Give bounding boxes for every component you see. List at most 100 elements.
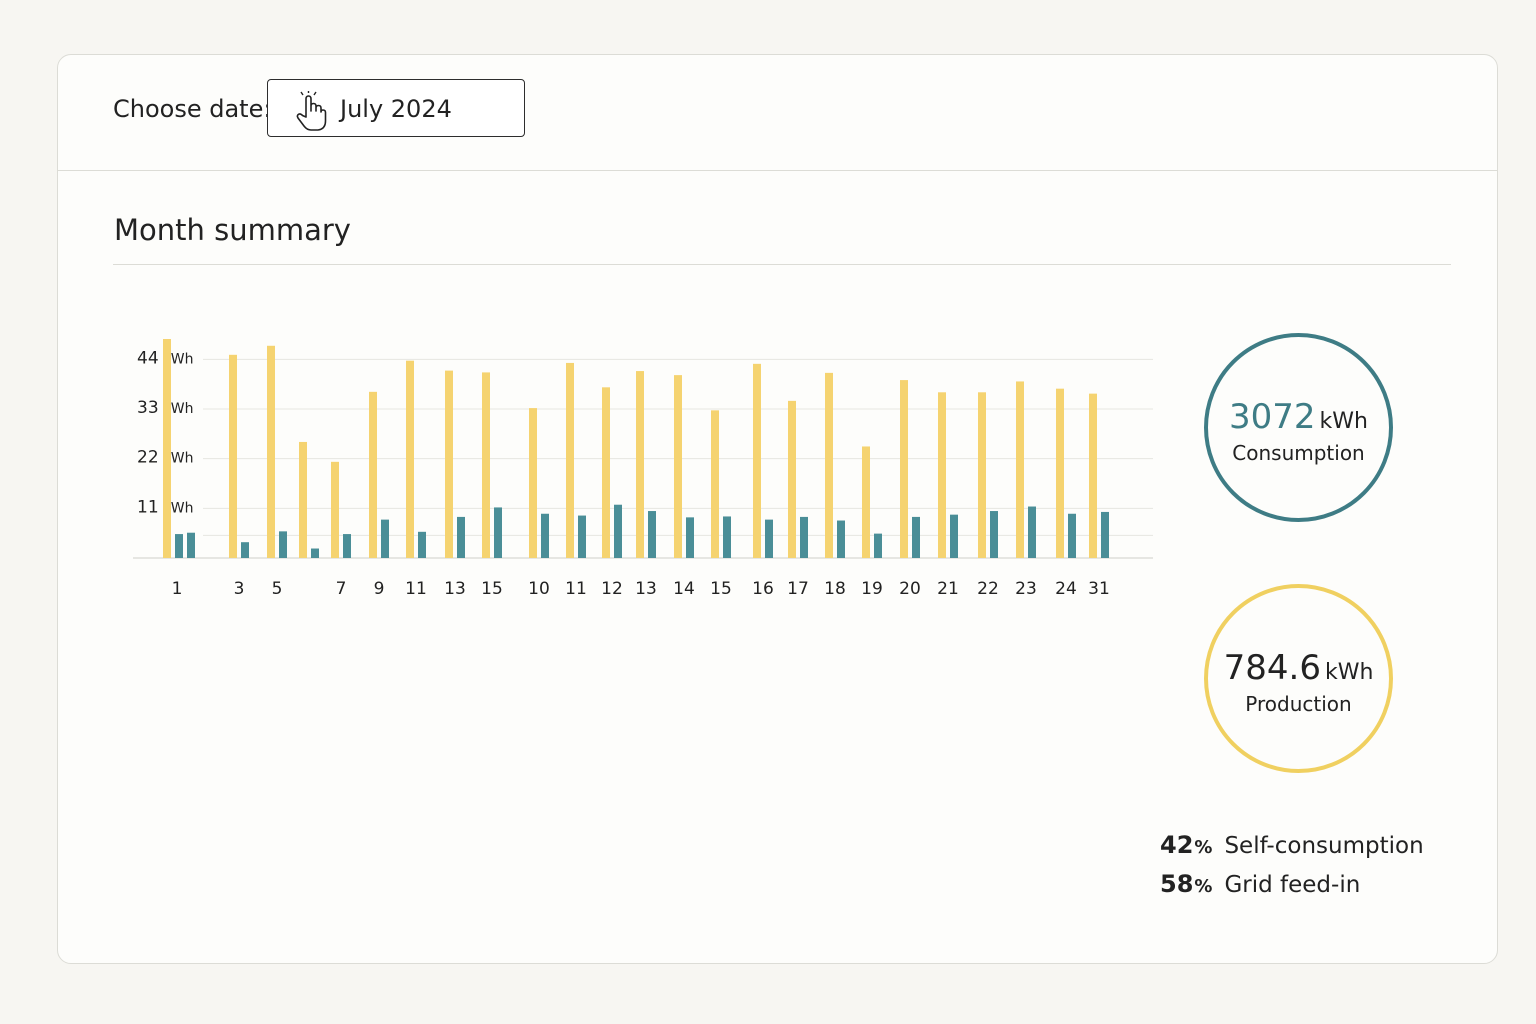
divider [58,170,1497,171]
bar-teal [187,532,195,558]
bar-teal [241,542,249,558]
stat-value: 58 [1160,870,1194,898]
bar-yellow [825,372,833,558]
bar-teal [686,517,694,558]
bar-yellow [482,372,490,558]
bar-yellow [529,408,537,558]
bar-teal [1101,511,1109,558]
bar-yellow [1089,393,1097,558]
x-tick-label: 21 [937,579,959,599]
consumption-label: Consumption [1232,441,1365,465]
bar-yellow [163,339,171,558]
x-tick-label: 19 [861,579,883,599]
stat-unit: % [1194,837,1213,858]
x-tick-label: 12 [601,579,623,599]
production-label: Production [1245,692,1352,716]
bar-yellow [445,370,453,558]
bar-teal [837,520,845,558]
x-tick-label: 20 [899,579,921,599]
stat-self-consumption: 42% Self-consumption [1160,831,1424,870]
bar-yellow [788,400,796,558]
date-row: Choose date: July 2024 [58,55,1497,171]
stat-grid-feed-in: 58% Grid feed-in [1160,870,1424,909]
bar-teal [950,514,958,558]
bar-teal [874,533,882,558]
x-tick-label: 10 [528,579,550,599]
x-tick-label: 5 [272,579,283,599]
section-title: Month summary [114,213,351,247]
bar-teal [343,534,351,558]
bar-yellow [369,391,377,558]
stat-unit: % [1194,876,1213,897]
x-tick-label: 18 [824,579,846,599]
month-summary-card: Choose date: July 2024 Month summary 44 k… [57,54,1498,964]
x-tick-label: 15 [710,579,732,599]
x-tick-label: 13 [635,579,657,599]
production-unit: kWh [1324,660,1374,685]
bar-yellow [566,362,574,558]
bar-teal [765,519,773,558]
bar-yellow [711,410,719,558]
stat-label: Grid feed-in [1224,872,1361,898]
pointer-hand-icon [296,91,327,131]
bar-teal [578,515,586,558]
x-tick-label: 3 [234,579,245,599]
bar-teal [311,548,319,558]
x-tick-label: 13 [444,579,466,599]
x-tick-label: 14 [673,579,695,599]
bar-yellow [753,363,761,558]
x-tick-label: 22 [977,579,999,599]
x-tick-label: 16 [752,579,774,599]
bar-yellow [978,392,986,558]
bar-teal [614,504,622,558]
x-tick-label: 17 [787,579,809,599]
bar-yellow [900,380,908,558]
consumption-unit: kWh [1319,409,1368,434]
bar-teal [541,513,549,558]
bar-yellow [1016,381,1024,558]
bar-yellow [862,446,870,558]
bar-teal [800,516,808,558]
bar-yellow [636,371,644,558]
bar-teal [1028,506,1036,558]
bar-yellow [938,392,946,558]
bar-teal [723,516,731,558]
bar-teal [494,507,502,558]
bar-teal [648,511,656,558]
divider [113,264,1451,265]
stats-list: 42% Self-consumption 58% Grid feed-in [1160,831,1424,909]
x-tick-label: 11 [405,579,427,599]
x-tick-label: 31 [1088,579,1110,599]
bar-yellow [406,360,414,558]
production-circle: 784.6 kWh Production [1204,584,1393,773]
bar-yellow [602,387,610,558]
bar-yellow [229,354,237,558]
date-picker[interactable]: July 2024 [267,79,525,137]
x-tick-label: 23 [1015,579,1037,599]
bar-teal [457,516,465,558]
bar-teal [175,534,183,558]
stat-value: 42 [1160,831,1194,859]
bar-teal [1068,513,1076,558]
consumption-circle: 3072 kWh Consumption [1204,333,1393,522]
bar-teal [418,531,426,558]
production-value: 784.6 [1223,648,1321,688]
bar-yellow [674,375,682,558]
date-value: July 2024 [340,95,452,123]
bar-yellow [1056,388,1064,558]
stat-label: Self-consumption [1224,833,1424,859]
bar-teal [381,519,389,558]
x-tick-label: 24 [1055,579,1077,599]
x-tick-label: 11 [565,579,587,599]
bar-yellow [299,441,307,558]
bar-yellow [331,461,339,558]
bar-teal [912,516,920,558]
bar-teal [279,531,287,558]
bar-teal [990,511,998,558]
date-label: Choose date: [113,95,272,123]
consumption-value: 3072 [1229,397,1316,437]
bar-yellow [267,345,275,558]
x-tick-label: 9 [374,579,385,599]
x-tick-label: 7 [336,579,347,599]
